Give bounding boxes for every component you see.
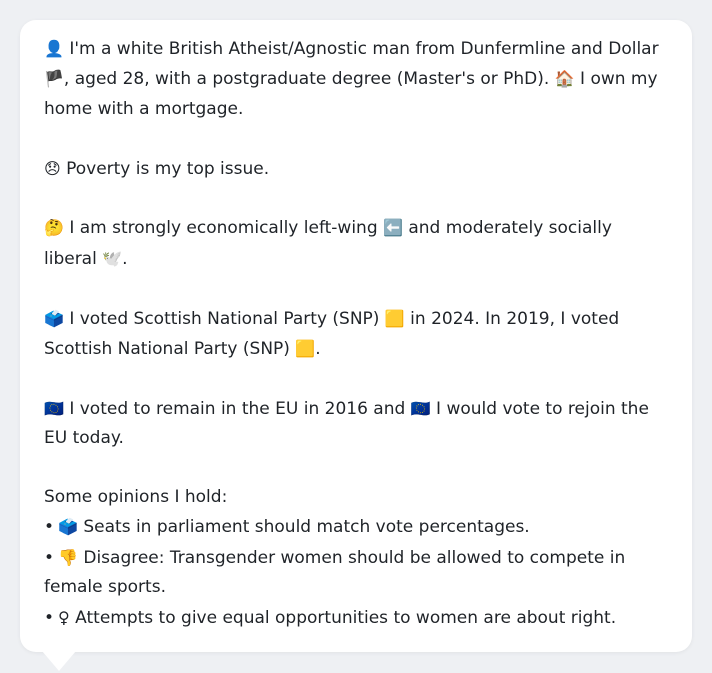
bubble-tail xyxy=(42,651,76,671)
intro-text-1: I'm a white British Atheist/Agnostic man… xyxy=(63,39,659,59)
intro-paragraph: 👤 I'm a white British Atheist/Agnostic m… xyxy=(44,34,668,124)
bullet: • xyxy=(44,607,55,628)
opinion-text: Seats in parliament should match vote pe… xyxy=(77,517,530,538)
top-issue-paragraph: 😞 Poverty is my top issue. xyxy=(44,154,668,184)
eu-text-2: I would vote to rejoin the EU today. xyxy=(44,398,649,449)
opinion-item: • ♀ Attempts to give equal opportunities … xyxy=(44,603,668,633)
ideology-paragraph: 🤔 I am strongly economically left-wing ⬅… xyxy=(44,213,668,274)
scotland-flag-icon: 🏴 xyxy=(44,69,64,89)
bullet: • xyxy=(44,517,55,538)
sad-face-icon: 😞 xyxy=(44,158,61,178)
intro-text-2: , aged 28, with a postgraduate degree (M… xyxy=(63,69,555,90)
ballot-box-icon: 🗳️ xyxy=(58,517,78,537)
ideology-text-2: and moderately socially liberal xyxy=(44,218,612,269)
bullet: • xyxy=(44,547,55,568)
opinion-item: • 👎 Disagree: Transgender women should be… xyxy=(44,543,668,603)
dove-icon: 🕊️ xyxy=(102,248,123,268)
left-arrow-icon: ⬅️ xyxy=(383,218,403,238)
eu-flag-icon: 🇪🇺 xyxy=(410,398,431,418)
persona-message-bubble: 👤 I'm a white British Atheist/Agnostic m… xyxy=(20,20,692,652)
ballot-box-icon: 🗳️ xyxy=(44,308,64,328)
ideology-text-1: I am strongly economically left-wing xyxy=(63,218,384,239)
eu-flag-icon: 🇪🇺 xyxy=(44,398,64,418)
house-icon: 🏠 xyxy=(554,69,575,89)
eu-paragraph: 🇪🇺 I voted to remain in the EU in 2016 a… xyxy=(44,394,668,454)
voting-text-2: in 2024. In 2019, I voted Scottish Natio… xyxy=(44,308,620,360)
intro-text-3: I own my home with a mortgage. xyxy=(44,69,658,119)
voting-paragraph: 🗳️ I voted Scottish National Party (SNP)… xyxy=(44,304,668,365)
female-sign-icon: ♀ xyxy=(58,607,70,627)
voting-text-1: I voted Scottish National Party (SNP) xyxy=(63,308,385,329)
eu-text-1: I voted to remain in the EU in 2016 and xyxy=(63,398,411,419)
opinions-title: Some opinions I hold: xyxy=(44,487,228,508)
voting-text-3: . xyxy=(315,339,321,360)
thumbs-down-icon: 👎 xyxy=(58,547,78,567)
opinion-text: Attempts to give equal opportunities to … xyxy=(69,607,617,628)
top-issue-text: Poverty is my top issue. xyxy=(60,158,270,179)
ideology-text-3: . xyxy=(122,248,128,269)
yellow-square-icon: 🟨 xyxy=(295,339,316,359)
opinion-text: Disagree: Transgender women should be al… xyxy=(44,547,626,598)
thinking-face-icon: 🤔 xyxy=(44,218,64,238)
person-icon: 👤 xyxy=(44,39,64,58)
opinion-item: • 🗳️ Seats in parliament should match vot… xyxy=(44,512,668,542)
yellow-square-icon: 🟨 xyxy=(384,308,405,328)
